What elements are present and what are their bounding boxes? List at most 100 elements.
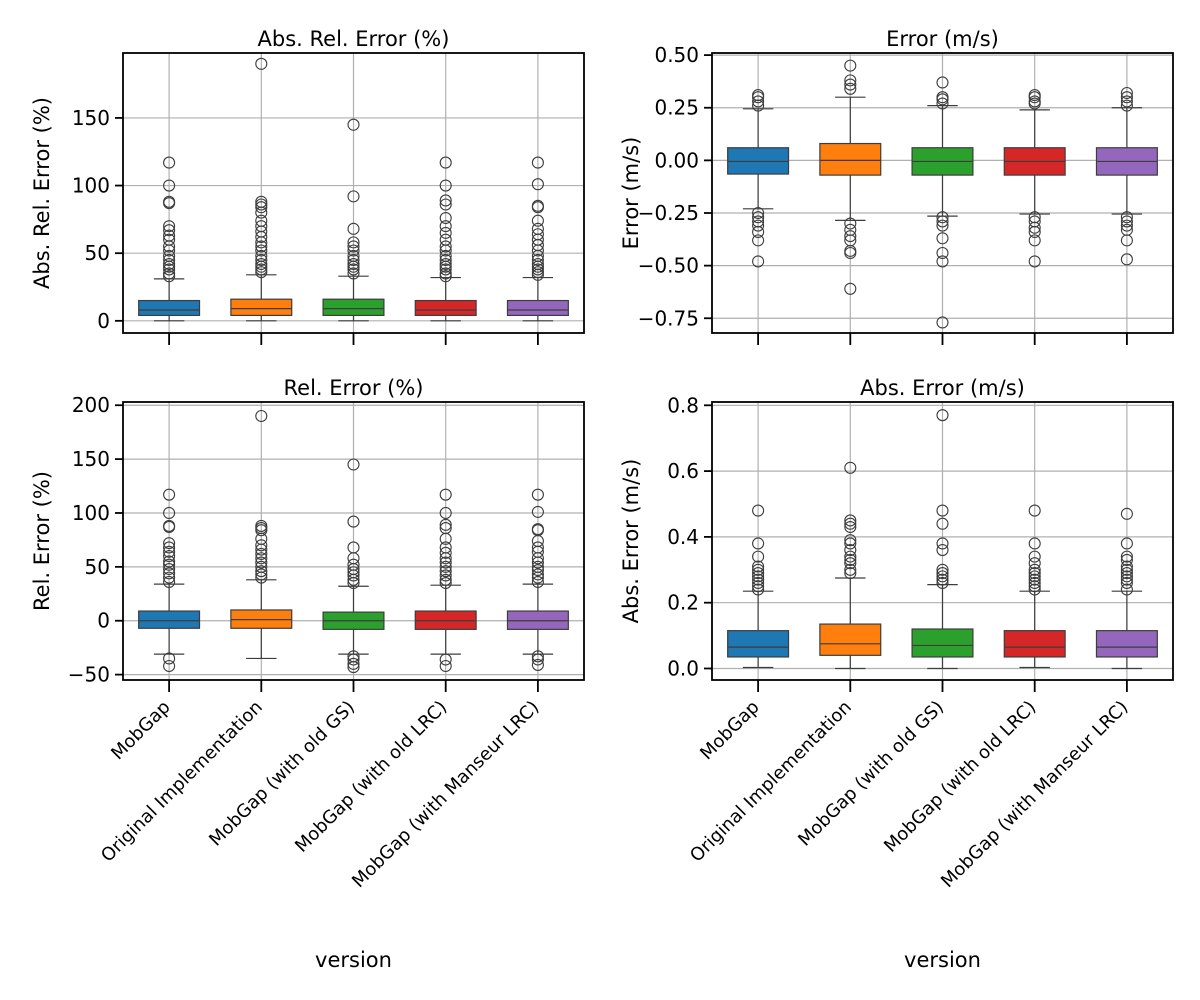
outlier-point: [255, 57, 268, 70]
box-1: [727, 89, 790, 268]
box-2: [819, 59, 882, 295]
outlier-point: [347, 236, 360, 249]
outlier-point: [163, 156, 176, 169]
y-tick-label: −0.50: [638, 254, 699, 278]
outlier-point: [439, 270, 452, 283]
outlier-point: [439, 233, 452, 246]
outlier-point: [752, 89, 765, 102]
outlier-point: [752, 211, 765, 224]
outlier-point: [844, 59, 857, 72]
outlier-point: [255, 409, 268, 423]
y-tick-label: 50: [85, 555, 110, 579]
box-4: [1003, 89, 1066, 268]
outlier-point: [936, 504, 949, 517]
outlier-point: [531, 653, 544, 666]
outlier-point: [347, 257, 360, 271]
outlier-point: [1120, 560, 1133, 573]
outlier-point: [439, 522, 452, 535]
outlier-point: [1028, 504, 1041, 517]
outlier-point: [752, 570, 765, 583]
outlier-point: [1028, 221, 1041, 234]
outlier-point: [752, 95, 765, 108]
outlier-point: [1028, 580, 1041, 593]
outlier-point: [1120, 576, 1133, 589]
outlier-point: [531, 266, 544, 279]
outlier-point: [439, 659, 452, 673]
outlier-point: [163, 562, 176, 576]
y-tick-label: 0.00: [654, 148, 699, 172]
outlier-point: [439, 556, 452, 569]
outlier-point: [1028, 583, 1041, 596]
outlier-point: [439, 576, 452, 590]
outlier-point: [844, 517, 857, 530]
outlier-point: [1028, 234, 1041, 247]
outlier-point: [936, 537, 949, 550]
outlier-point: [255, 263, 268, 276]
outlier-point: [844, 537, 857, 550]
outlier-point: [1028, 570, 1041, 583]
outlier-point: [531, 541, 544, 554]
box-3: [322, 118, 385, 322]
outlier-point: [163, 253, 176, 267]
outlier-point: [752, 580, 765, 593]
outlier-point: [844, 563, 857, 576]
box-5: [506, 156, 569, 322]
outlier-point: [936, 97, 949, 110]
outlier-point: [439, 569, 452, 582]
outlier-point: [439, 560, 452, 573]
outlier-point: [752, 583, 765, 596]
outlier-point: [1120, 567, 1133, 580]
box-1: [138, 488, 201, 673]
outlier-point: [347, 263, 360, 276]
outlier-point: [347, 222, 360, 235]
outlier-point: [844, 230, 857, 243]
y-axis-label: Error (m/s): [619, 137, 643, 250]
outlier-point: [163, 567, 176, 580]
y-tick-label: 200: [72, 393, 110, 417]
outlier-point: [531, 575, 544, 588]
x-tick-label: MobGap (with Manseur LRC): [348, 697, 543, 892]
y-tick-label: 0.50: [654, 43, 699, 67]
outlier-point: [531, 488, 544, 501]
outlier-point: [752, 255, 765, 268]
outlier-point: [936, 255, 949, 268]
outlier-point: [752, 576, 765, 589]
box-body: [138, 610, 201, 629]
outlier-point: [1120, 234, 1133, 247]
box-body: [819, 623, 882, 656]
box-4: [414, 156, 477, 322]
outlier-point: [439, 506, 452, 520]
subplot-title: Abs. Error (m/s): [860, 376, 1025, 400]
outlier-point: [844, 520, 857, 534]
y-tick-label: 100: [72, 174, 110, 198]
outlier-point: [531, 568, 544, 581]
outlier-point: [531, 523, 544, 536]
outlier-point: [844, 217, 857, 230]
outlier-point: [531, 263, 544, 276]
y-tick-label: 0.0: [667, 656, 699, 680]
outlier-point: [1028, 89, 1041, 102]
outlier-point: [439, 194, 452, 207]
box-1: [727, 504, 790, 669]
outlier-point: [1120, 537, 1133, 550]
outlier-point: [531, 658, 544, 671]
outlier-point: [936, 567, 949, 580]
outlier-point: [936, 576, 949, 589]
outlier-point: [255, 568, 268, 581]
outlier-point: [255, 257, 268, 271]
outlier-point: [439, 226, 452, 239]
outlier-point: [255, 560, 268, 573]
x-tick-label: Original Implementation: [686, 697, 856, 867]
y-tick-label: 0.8: [667, 393, 699, 417]
outlier-point: [163, 537, 176, 550]
outlier-point: [936, 211, 949, 224]
outlier-point: [752, 560, 765, 573]
outlier-point: [439, 565, 452, 578]
outlier-point: [936, 517, 949, 530]
x-tick-label: MobGap: [696, 697, 763, 764]
outlier-point: [347, 661, 360, 674]
box-2: [819, 461, 882, 670]
outlier-point: [936, 563, 949, 576]
